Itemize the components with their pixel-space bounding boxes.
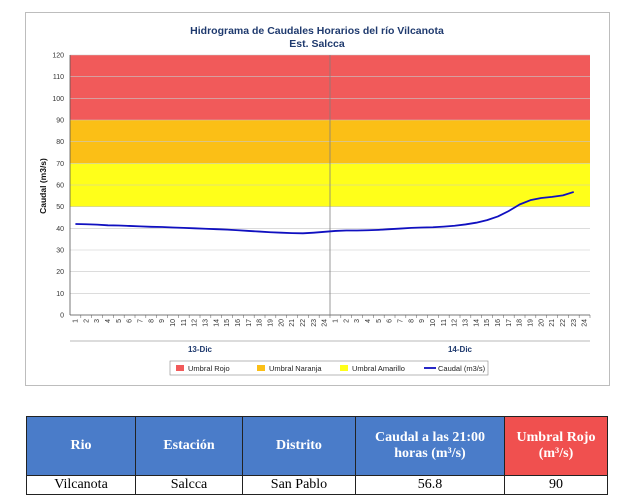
y-tick-label: 50 <box>56 204 64 211</box>
legend-box <box>169 360 489 376</box>
x-tick-label: 16 <box>235 319 242 327</box>
legend-label: Caudal (m3/s) <box>438 364 486 373</box>
y-tick-label: 40 <box>56 226 64 233</box>
x-tick-label: 5 <box>116 319 123 323</box>
x-tick-label: 2 <box>83 319 90 323</box>
x-tick-label: 21 <box>549 319 556 327</box>
x-tick-label: 15 <box>484 319 491 327</box>
x-tick-label: 1 <box>332 319 339 323</box>
x-tick-label: 24 <box>322 319 329 327</box>
header-caudal: Caudal a las 21:00 horas (m³/s) <box>355 416 505 476</box>
y-tick-label: 10 <box>56 291 64 298</box>
x-tick-label: 10 <box>430 319 437 327</box>
cell-caudal: 56.8 <box>355 475 505 495</box>
y-tick-label: 120 <box>52 53 64 60</box>
y-tick-label: 20 <box>56 269 64 276</box>
header-rio: Rio <box>26 416 136 476</box>
x-tick-label: 4 <box>105 319 112 323</box>
x-tick-label: 10 <box>170 319 177 327</box>
legend-swatch <box>257 365 265 371</box>
x-tick-label: 3 <box>354 319 361 323</box>
x-tick-label: 18 <box>517 319 524 327</box>
chart-legend: Umbral Rojo Umbral Naranja Umbral Amarillo… <box>169 360 489 376</box>
x-tick-label: 7 <box>137 319 144 323</box>
x-tick-label: 22 <box>560 319 567 327</box>
x-tick-label: 19 <box>527 319 534 327</box>
x-tick-label: 11 <box>181 319 188 326</box>
y-axis-label: Caudal (m3/s) <box>38 158 48 214</box>
x-tick-label: 23 <box>311 319 318 327</box>
header-distrito: Distrito <box>242 416 356 476</box>
x-tick-label: 7 <box>397 319 404 323</box>
x-tick-label: 24 <box>582 319 589 327</box>
cell-estacion: Salcca <box>135 475 243 495</box>
header-estacion: Estación <box>135 416 243 476</box>
hydrograph-chart: Hidrograma de Caudales Horarios del río … <box>25 12 610 386</box>
legend-label: Umbral Amarillo <box>352 364 405 373</box>
x-tick-label: 15 <box>224 319 231 327</box>
table-header-row: Rio Estación Distrito Caudal a las 21:00… <box>26 416 608 476</box>
y-tick-label: 110 <box>53 74 64 81</box>
x-tick-label: 21 <box>289 319 296 327</box>
x-tick-label: 14 <box>473 319 480 327</box>
x-tick-label: 9 <box>419 319 426 323</box>
y-tick-label: 60 <box>56 183 64 190</box>
x-tick-label: 3 <box>94 319 101 323</box>
x-tick-label: 23 <box>571 319 578 327</box>
cell-distrito: San Pablo <box>242 475 356 495</box>
x-tick-label: 14 <box>213 319 220 327</box>
x-tick-label: 8 <box>408 319 415 323</box>
x-tick-label: 17 <box>246 319 253 327</box>
x-tick-label: 4 <box>365 319 372 323</box>
y-tick-label: 0 <box>60 313 64 320</box>
x-tick-label: 13 <box>462 319 469 327</box>
x-tick-label: 18 <box>257 319 264 327</box>
x-tick-label: 16 <box>495 319 502 327</box>
x-tick-label: 11 <box>441 319 448 326</box>
y-tick-label: 70 <box>56 161 64 168</box>
legend-label: Umbral Rojo <box>188 364 230 373</box>
day-label: 13-Dic <box>188 345 213 354</box>
legend-label: Umbral Naranja <box>269 364 322 373</box>
x-tick-label: 5 <box>376 319 383 323</box>
y-tick-label: 80 <box>56 139 64 146</box>
x-tick-label: 9 <box>159 319 166 323</box>
x-tick-label: 20 <box>538 319 545 327</box>
cell-umbral-rojo: 90 <box>504 475 608 495</box>
x-tick-label: 20 <box>278 319 285 327</box>
x-tick-label: 17 <box>506 319 513 327</box>
x-tick-label: 12 <box>452 319 459 327</box>
x-tick-label: 6 <box>387 319 394 323</box>
x-tick-label: 8 <box>148 319 155 323</box>
cell-rio: Vilcanota <box>26 475 136 495</box>
x-tick-label: 19 <box>267 319 274 327</box>
table-row: Vilcanota Salcca San Pablo 56.8 90 <box>26 475 608 495</box>
y-tick-label: 90 <box>56 118 64 125</box>
series-line-caudal <box>75 191 575 235</box>
x-tick-label: 1 <box>72 319 79 323</box>
x-tick-label: 22 <box>300 319 307 327</box>
x-tick-label: 2 <box>343 319 350 323</box>
legend-swatch <box>176 365 184 371</box>
header-umbral-rojo: Umbral Rojo (m³/s) <box>504 416 608 476</box>
x-tick-label: 13 <box>202 319 209 327</box>
day-label: 14-Dic <box>448 345 473 354</box>
y-tick-label: 30 <box>56 248 64 255</box>
chart-canvas: Hidrograma de Caudales Horarios del río … <box>38 25 591 376</box>
station-info-table: Rio Estación Distrito Caudal a las 21:00… <box>26 416 608 495</box>
legend-swatch <box>340 365 348 371</box>
y-tick-label: 100 <box>52 96 64 103</box>
x-tick-label: 6 <box>127 319 134 323</box>
chart-subtitle: Est. Salcca <box>289 38 345 50</box>
x-tick-label: 12 <box>192 319 199 327</box>
chart-title: Hidrograma de Caudales Horarios del río … <box>190 25 444 37</box>
